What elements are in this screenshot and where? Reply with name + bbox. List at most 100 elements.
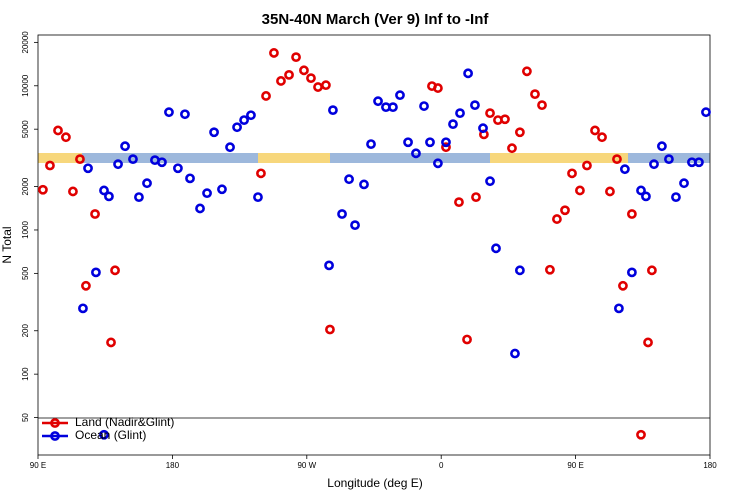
legend-label: Land (Nadir&Glint) bbox=[75, 415, 174, 429]
point bbox=[38, 184, 48, 195]
point bbox=[61, 132, 71, 143]
point bbox=[299, 65, 309, 76]
point bbox=[388, 102, 398, 113]
y-axis-label: N Total bbox=[0, 226, 14, 263]
point bbox=[232, 122, 242, 133]
point bbox=[113, 159, 123, 170]
point bbox=[643, 337, 653, 348]
point bbox=[500, 114, 510, 125]
point bbox=[582, 160, 592, 171]
point bbox=[649, 159, 659, 170]
point bbox=[83, 163, 93, 174]
point bbox=[99, 429, 109, 440]
point bbox=[441, 137, 451, 148]
point bbox=[120, 141, 130, 152]
point bbox=[454, 197, 464, 208]
point bbox=[225, 142, 235, 153]
point bbox=[701, 107, 711, 118]
point bbox=[657, 141, 667, 152]
point bbox=[91, 267, 101, 278]
point bbox=[261, 91, 271, 101]
x-tick-label: 0 bbox=[439, 461, 444, 470]
point bbox=[253, 192, 263, 203]
point bbox=[403, 137, 413, 148]
point bbox=[99, 185, 109, 196]
point bbox=[104, 191, 114, 202]
point bbox=[185, 173, 195, 184]
point bbox=[81, 280, 91, 291]
point bbox=[306, 73, 316, 84]
point bbox=[567, 168, 577, 179]
chart-title: 35N-40N March (Ver 9) Inf to -Inf bbox=[262, 11, 490, 28]
point bbox=[455, 108, 465, 119]
point bbox=[239, 115, 249, 126]
point bbox=[522, 66, 532, 77]
point bbox=[53, 125, 63, 136]
point bbox=[462, 334, 472, 345]
point bbox=[590, 125, 600, 136]
point bbox=[612, 154, 622, 165]
point bbox=[78, 303, 88, 314]
x-axis-label: Longitude (deg E) bbox=[327, 476, 422, 490]
x-tick-label: 90 E bbox=[30, 461, 46, 470]
point bbox=[90, 209, 100, 219]
point bbox=[545, 264, 555, 275]
point bbox=[463, 68, 473, 79]
point bbox=[448, 119, 458, 130]
point bbox=[45, 160, 55, 171]
y-tick-label: 20000 bbox=[21, 31, 30, 54]
point bbox=[395, 90, 405, 101]
point bbox=[202, 188, 212, 199]
point bbox=[291, 52, 301, 63]
point bbox=[209, 127, 219, 138]
point bbox=[679, 178, 689, 189]
point bbox=[246, 110, 256, 121]
y-tick-label: 2000 bbox=[21, 177, 30, 195]
point bbox=[694, 157, 704, 168]
point bbox=[507, 143, 517, 154]
point bbox=[560, 205, 570, 216]
point bbox=[164, 107, 174, 118]
legend-label: Ocean (Glint) bbox=[75, 428, 146, 442]
point bbox=[128, 154, 138, 165]
point bbox=[217, 184, 227, 195]
point bbox=[636, 429, 646, 440]
y-tick-label: 1000 bbox=[21, 221, 30, 239]
point bbox=[618, 280, 628, 291]
point bbox=[552, 214, 562, 224]
point bbox=[350, 220, 360, 231]
point bbox=[269, 48, 279, 58]
point bbox=[485, 176, 495, 187]
point bbox=[337, 209, 347, 219]
point bbox=[478, 123, 488, 134]
point bbox=[647, 265, 657, 276]
legend-marker bbox=[50, 431, 60, 441]
y-tick-label: 500 bbox=[21, 266, 30, 280]
point bbox=[514, 127, 525, 138]
point bbox=[636, 185, 646, 196]
x-tick-label: 180 bbox=[703, 461, 717, 470]
point bbox=[514, 265, 525, 276]
point bbox=[626, 267, 637, 278]
point bbox=[470, 100, 480, 111]
point bbox=[471, 192, 481, 203]
point bbox=[284, 69, 294, 80]
x-tick-label: 180 bbox=[166, 461, 180, 470]
point bbox=[664, 154, 674, 165]
point bbox=[411, 148, 421, 159]
x-tick-label: 90 E bbox=[567, 461, 583, 470]
land-ocean-band bbox=[38, 153, 710, 163]
point bbox=[605, 186, 615, 197]
point bbox=[134, 192, 144, 203]
point bbox=[180, 109, 190, 120]
ocean-strip bbox=[628, 153, 710, 163]
ocean-strip bbox=[330, 153, 490, 163]
point bbox=[325, 324, 335, 335]
point bbox=[68, 186, 78, 197]
point bbox=[575, 185, 585, 196]
y-tick-label: 5000 bbox=[21, 120, 30, 138]
y-tick-label: 200 bbox=[21, 324, 30, 338]
point bbox=[157, 157, 167, 168]
point bbox=[597, 132, 607, 143]
